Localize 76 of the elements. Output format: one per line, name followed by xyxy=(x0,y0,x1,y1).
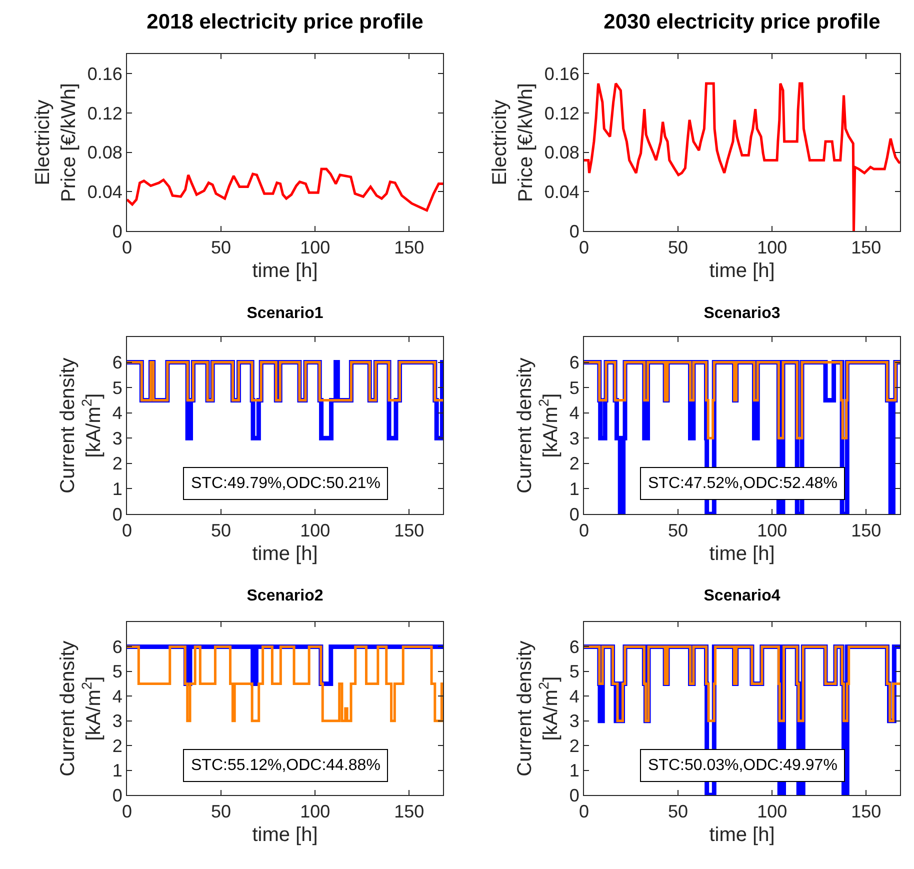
y-tick-label: 0 xyxy=(112,504,122,524)
y-tick-label: 6 xyxy=(112,352,122,373)
chart-title: Scenario2 xyxy=(246,588,324,605)
y-tick-label: 0 xyxy=(112,785,122,806)
y-tick-label: 0.04 xyxy=(544,182,580,202)
y-tick-label: 4 xyxy=(569,403,580,424)
y-axis-title: Electricity Price [€/kWh] xyxy=(488,83,537,202)
y-tick-label: 3 xyxy=(112,428,122,448)
x-tick-label: 150 xyxy=(851,238,882,258)
y-tick-label: 3 xyxy=(112,711,122,732)
y-axis-title: Electricity Price [€/kWh] xyxy=(32,83,80,202)
y-tick-label: 0.12 xyxy=(87,103,122,124)
y-tick-label: 0.16 xyxy=(87,64,122,84)
x-tick-label: 50 xyxy=(668,802,688,822)
x-tick-label: 150 xyxy=(851,520,882,541)
x-tick-label: 50 xyxy=(211,520,232,541)
y-tick-label: 3 xyxy=(569,711,580,732)
x-tick-label: 100 xyxy=(300,802,330,822)
y-tick-label: 4 xyxy=(569,686,580,706)
annotation: STC:50.03%,ODC:49.97% xyxy=(648,757,838,774)
y-tick-label: 5 xyxy=(112,662,122,682)
y-tick-label: 2 xyxy=(569,454,580,474)
x-tick-label: 150 xyxy=(851,802,882,822)
x-axis-title: time [h] xyxy=(252,824,318,846)
y-tick-label: 1 xyxy=(112,479,122,500)
annotation: STC:47.52%,ODC:52.48% xyxy=(648,475,838,492)
y-tick-label: 5 xyxy=(112,378,122,398)
x-tick-label: 50 xyxy=(211,802,232,822)
y-tick-label: 1 xyxy=(569,479,580,500)
x-tick-label: 150 xyxy=(394,520,424,541)
y-tick-label: 0 xyxy=(569,221,580,242)
line-series xyxy=(127,168,443,212)
y-tick-label: 5 xyxy=(569,378,580,398)
line-series xyxy=(584,82,900,231)
y-tick-label: 3 xyxy=(569,428,580,448)
x-tick-label: 100 xyxy=(300,520,330,541)
chart-title: 2030 electricity price profile xyxy=(604,10,880,34)
y-tick-label: 0.04 xyxy=(87,182,122,202)
y-tick-label: 0 xyxy=(569,504,580,524)
x-axis-title: time [h] xyxy=(252,543,318,566)
y-tick-label: 6 xyxy=(569,637,580,658)
x-tick-label: 150 xyxy=(394,238,424,258)
y-tick-label: 5 xyxy=(569,662,580,682)
chart-title: Scenario4 xyxy=(704,588,780,605)
y-tick-label: 6 xyxy=(112,637,122,658)
y-tick-label: 2 xyxy=(569,736,580,756)
x-tick-label: 50 xyxy=(211,238,232,258)
x-tick-label: 150 xyxy=(394,802,424,822)
y-tick-label: 0 xyxy=(112,221,122,242)
y-tick-label: 0.12 xyxy=(544,103,580,124)
annotation: STC:49.79%,ODC:50.21% xyxy=(191,475,380,492)
x-tick-label: 100 xyxy=(757,238,788,258)
x-tick-label: 100 xyxy=(757,802,788,822)
y-tick-label: 2 xyxy=(112,736,122,756)
x-axis-title: time [h] xyxy=(709,543,775,566)
y-tick-label: 4 xyxy=(112,686,122,706)
chart-title: Scenario3 xyxy=(704,305,780,322)
annotation: STC:55.12%,ODC:44.88% xyxy=(191,757,380,774)
x-axis-title: time [h] xyxy=(709,824,775,846)
x-axis-title: time [h] xyxy=(252,260,318,282)
y-tick-label: 6 xyxy=(569,352,580,373)
chart-title: Scenario1 xyxy=(246,305,324,322)
x-tick-label: 100 xyxy=(300,238,330,258)
y-tick-label: 1 xyxy=(569,760,580,781)
y-tick-label: 0.16 xyxy=(544,64,580,84)
x-axis-title: time [h] xyxy=(709,260,775,282)
x-tick-label: 50 xyxy=(668,238,688,258)
y-tick-label: 0 xyxy=(569,785,580,806)
y-tick-label: 2 xyxy=(112,454,122,474)
x-tick-label: 50 xyxy=(668,520,688,541)
y-tick-label: 0.08 xyxy=(87,142,122,163)
y-tick-label: 1 xyxy=(112,760,122,781)
chart-title: 2018 electricity price profile xyxy=(146,10,424,34)
x-tick-label: 100 xyxy=(757,520,788,541)
y-tick-label: 4 xyxy=(112,403,122,424)
y-tick-label: 0.08 xyxy=(544,142,580,163)
